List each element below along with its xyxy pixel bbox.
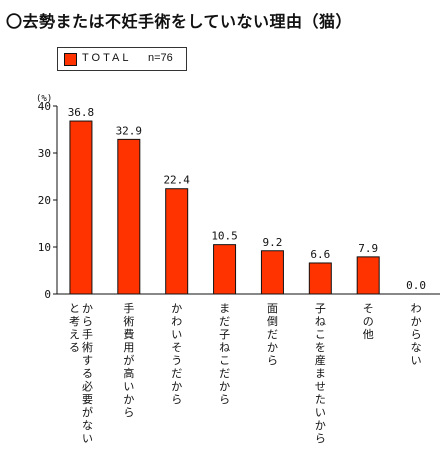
- legend: TOTAL n=76: [57, 47, 187, 71]
- data-label: 22.4: [163, 174, 190, 187]
- data-label: 6.6: [310, 248, 330, 261]
- bar: [69, 120, 93, 295]
- bar: [260, 250, 284, 295]
- chart-title: 〇去勢または不妊手術をしていない理由（猫）: [6, 12, 353, 31]
- y-tick-label: 30: [38, 147, 51, 160]
- legend-swatch: [64, 53, 77, 66]
- x-category-label: かわいそうだから: [171, 302, 182, 406]
- x-category-label: 子ねこを産ませたいから: [315, 302, 326, 445]
- bar: [117, 138, 141, 295]
- bar: [165, 188, 189, 295]
- y-tick-label: 10: [38, 241, 51, 254]
- bar: [213, 244, 237, 295]
- bar: [308, 262, 332, 295]
- x-category-label: まだ子ねこだから: [219, 302, 230, 406]
- y-tick-label: 0: [44, 288, 51, 301]
- x-category-label: から手術する必要がないと考える: [69, 302, 93, 445]
- bar: [356, 256, 380, 295]
- x-category-label: 面倒だから: [267, 302, 278, 367]
- legend-series-name: TOTAL: [82, 52, 132, 64]
- y-tick-label: 20: [38, 194, 51, 207]
- x-category-label: わからない: [411, 302, 422, 367]
- data-label: 10.5: [211, 230, 238, 243]
- data-label: 9.2: [263, 236, 283, 249]
- y-tick-label: 40: [38, 100, 51, 113]
- data-label: 32.9: [116, 124, 143, 137]
- data-label: 0.0: [406, 279, 426, 292]
- x-category-label: その他: [363, 302, 374, 341]
- y-axis-unit-label: (%): [36, 94, 52, 104]
- x-category-label: 手術費用が高いから: [123, 301, 134, 419]
- data-label: 36.8: [68, 106, 95, 119]
- legend-sample-size: n=76: [148, 52, 173, 64]
- data-label: 7.9: [358, 242, 378, 255]
